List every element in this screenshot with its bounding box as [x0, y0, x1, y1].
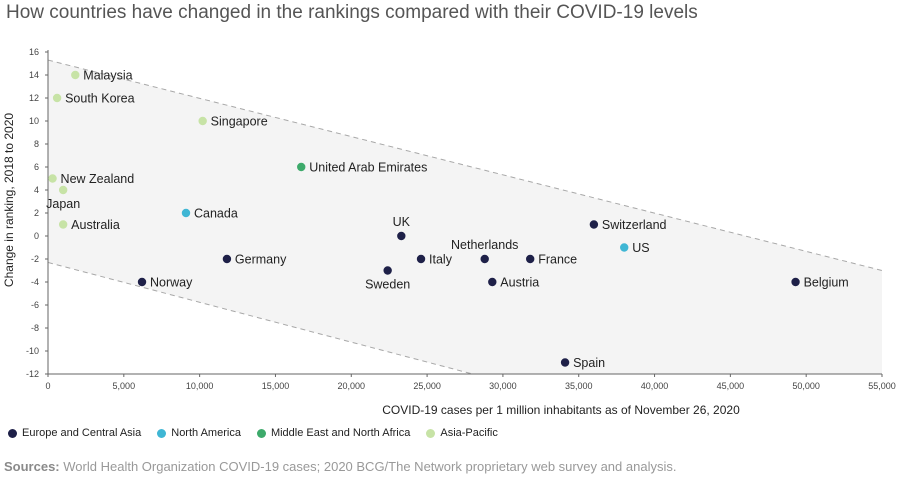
point-germany	[222, 254, 232, 264]
y-tick-label: -2	[31, 254, 39, 264]
legend-label-north-america: North America	[171, 427, 241, 439]
legend-item-asia-pacific: Asia-Pacific	[426, 427, 498, 439]
legend-swatch-europe	[8, 428, 17, 438]
source-text: World Health Organization COVID-19 cases…	[63, 459, 677, 474]
y-tick-label: -8	[31, 323, 39, 333]
x-tick-label: 25,000	[413, 381, 441, 391]
x-tick-label: 35,000	[565, 381, 593, 391]
point-label-australia: Australia	[71, 218, 120, 232]
point-label-france: France	[538, 253, 577, 267]
point-label-malaysia: Malaysia	[83, 69, 132, 83]
legend-swatch-north-america	[157, 428, 167, 438]
y-tick-label: 16	[29, 47, 39, 57]
point-canada	[181, 208, 191, 218]
lower-trend-line	[47, 261, 473, 375]
point-italy	[416, 254, 426, 264]
y-tick-label: 12	[29, 93, 39, 103]
legend-label-asia-pacific: Asia-Pacific	[440, 427, 498, 439]
point-label-canada: Canada	[194, 207, 238, 221]
y-tick-label: 4	[34, 185, 39, 195]
y-tick-label: 2	[34, 208, 39, 218]
point-new-zealand	[48, 174, 57, 183]
point-singapore	[198, 116, 207, 126]
point-netherlands	[480, 254, 489, 264]
y-tick-label: 8	[34, 139, 39, 149]
y-tick-label: -6	[31, 300, 39, 310]
y-tick-label: -10	[26, 346, 39, 356]
x-tick-label: 0	[45, 381, 50, 391]
x-tick-label: 50,000	[792, 381, 820, 391]
point-label-netherlands: Netherlands	[451, 238, 518, 252]
x-tick-label: 5,000	[113, 381, 136, 391]
point-label-us: US	[632, 241, 649, 255]
point-malaysia	[71, 70, 80, 80]
legend-swatch-middle-east	[256, 428, 266, 438]
legend-item-europe: Europe and Central Asia	[8, 427, 141, 439]
legend: Europe and Central Asia North America Mi…	[8, 427, 498, 439]
legend-label-middle-east: Middle East and North Africa	[270, 427, 411, 439]
legend-swatch-asia-pacific	[426, 428, 436, 438]
point-label-south-korea: South Korea	[65, 92, 135, 106]
y-tick-label: -4	[31, 277, 39, 287]
x-axis-title: COVID-19 cases per 1 million inhabitants…	[382, 403, 740, 417]
point-switzerland	[589, 220, 599, 229]
point-sweden	[383, 266, 392, 275]
point-label-japan: Japan	[46, 197, 80, 211]
point-label-new-zealand: New Zealand	[61, 172, 135, 186]
point-japan	[58, 185, 68, 195]
y-tick-label: 6	[34, 162, 39, 172]
point-label-austria: Austria	[500, 276, 539, 290]
y-axis-title: Change in ranking, 2018 to 2020	[2, 113, 16, 287]
point-spain	[560, 358, 570, 367]
point-label-switzerland: Switzerland	[602, 218, 667, 232]
legend-item-north-america: North America	[157, 427, 241, 439]
point-label-sweden: Sweden	[365, 278, 410, 292]
point-label-spain: Spain	[573, 356, 605, 370]
x-tick-label: 20,000	[338, 381, 366, 391]
point-label-uk: UK	[393, 215, 411, 229]
point-united-arab-emirates	[297, 162, 306, 172]
chart-title: How countries have changed in the rankin…	[6, 2, 698, 23]
point-label-italy: Italy	[429, 253, 453, 267]
legend-label-europe: Europe and Central Asia	[22, 427, 142, 439]
legend-item-middle-east: Middle East and North Africa	[256, 427, 411, 439]
trend-band	[48, 60, 882, 374]
source-note: Sources: World Health Organization COVID…	[4, 459, 676, 474]
y-tick-label: 0	[34, 231, 39, 241]
x-tick-label: 40,000	[641, 381, 669, 391]
point-south-korea	[52, 93, 62, 103]
point-uk	[397, 231, 406, 241]
point-australia	[58, 220, 68, 229]
point-label-united-arab-emirates: United Arab Emirates	[309, 161, 427, 175]
point-label-norway: Norway	[150, 276, 193, 290]
x-tick-label: 15,000	[262, 381, 290, 391]
point-us	[620, 243, 629, 252]
x-tick-label: 55,000	[868, 381, 896, 391]
scatter-chart: -12 -10 -8 -6 -4 -2 0 2 4 6 8 10 12 14 16 0 5,000 10,000 1…	[2, 47, 896, 417]
point-label-belgium: Belgium	[804, 276, 849, 290]
point-label-singapore: Singapore	[211, 115, 268, 129]
y-tick-label: -12	[26, 369, 39, 379]
x-tick-label: 30,000	[489, 381, 517, 391]
point-france	[526, 254, 535, 264]
x-tick-label: 10,000	[186, 381, 214, 391]
point-austria	[488, 277, 497, 287]
y-tick-label: 14	[29, 70, 39, 80]
point-belgium	[791, 277, 800, 287]
y-tick-label: 10	[29, 116, 39, 126]
point-label-germany: Germany	[235, 253, 287, 267]
source-label: Sources:	[4, 459, 60, 474]
point-norway	[137, 277, 147, 287]
x-tick-label: 45,000	[717, 381, 745, 391]
